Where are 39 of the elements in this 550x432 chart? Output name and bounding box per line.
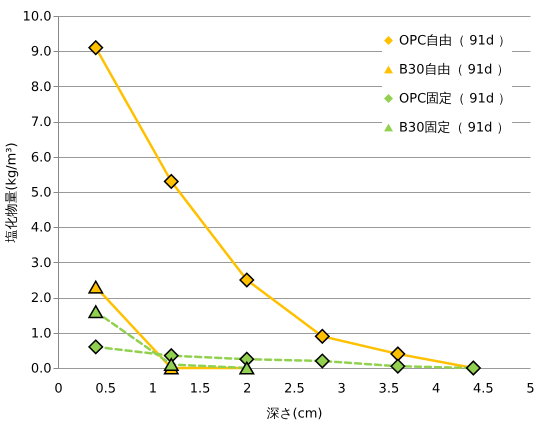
x-tick-label: 3 (338, 382, 346, 396)
point (88, 305, 104, 318)
legend-label: OPC自由（ 91d ） (399, 34, 512, 48)
y-tick-label: 2.0 (30, 291, 52, 306)
y-tick-label: 0.0 (30, 362, 52, 376)
legend-label: OPC固定（ 91d ） (399, 92, 512, 106)
legend-label: B30固定（ 91d ） (399, 120, 510, 136)
x-tick-label: 1.5 (190, 382, 210, 396)
point (88, 280, 104, 294)
y-tick-label: 4.0 (30, 220, 52, 236)
y-tick-label: 10.0 (22, 10, 52, 24)
x-tick-label: 2.5 (284, 382, 305, 396)
x-tick-label: 0.5 (95, 382, 116, 396)
point (390, 358, 406, 374)
x-tick-label: 5 (526, 382, 535, 396)
x-tick-label: 0 (54, 382, 63, 396)
point (314, 328, 330, 344)
y-axis-title: 塩化物量(kg/m³) (4, 142, 20, 244)
y-tick-label: 7.0 (30, 115, 52, 130)
x-tick-label: 2 (243, 382, 252, 396)
point (239, 272, 254, 288)
point (314, 354, 330, 368)
y-tick-label: 6.0 (30, 150, 52, 166)
y-tick-label: 8.0 (30, 80, 52, 95)
x-axis-title: 深さ(cm) (266, 406, 322, 422)
x-tick-label: 1 (148, 382, 158, 396)
point (164, 174, 179, 189)
x-tick-label: 3.5 (378, 382, 400, 396)
y-tick-label: 5.0 (30, 186, 52, 200)
y-tick-label: 3.0 (30, 256, 52, 271)
point (88, 40, 104, 56)
point (88, 339, 104, 354)
legend-label: B30自由（ 91d ） (399, 62, 510, 78)
x-tick-label: 4 (432, 382, 440, 396)
y-tick-label: 1.0 (30, 326, 52, 342)
x-tick-label: 4.5 (472, 382, 494, 396)
point (390, 346, 406, 362)
y-tick-label: 9.0 (30, 44, 52, 60)
point (164, 358, 179, 372)
